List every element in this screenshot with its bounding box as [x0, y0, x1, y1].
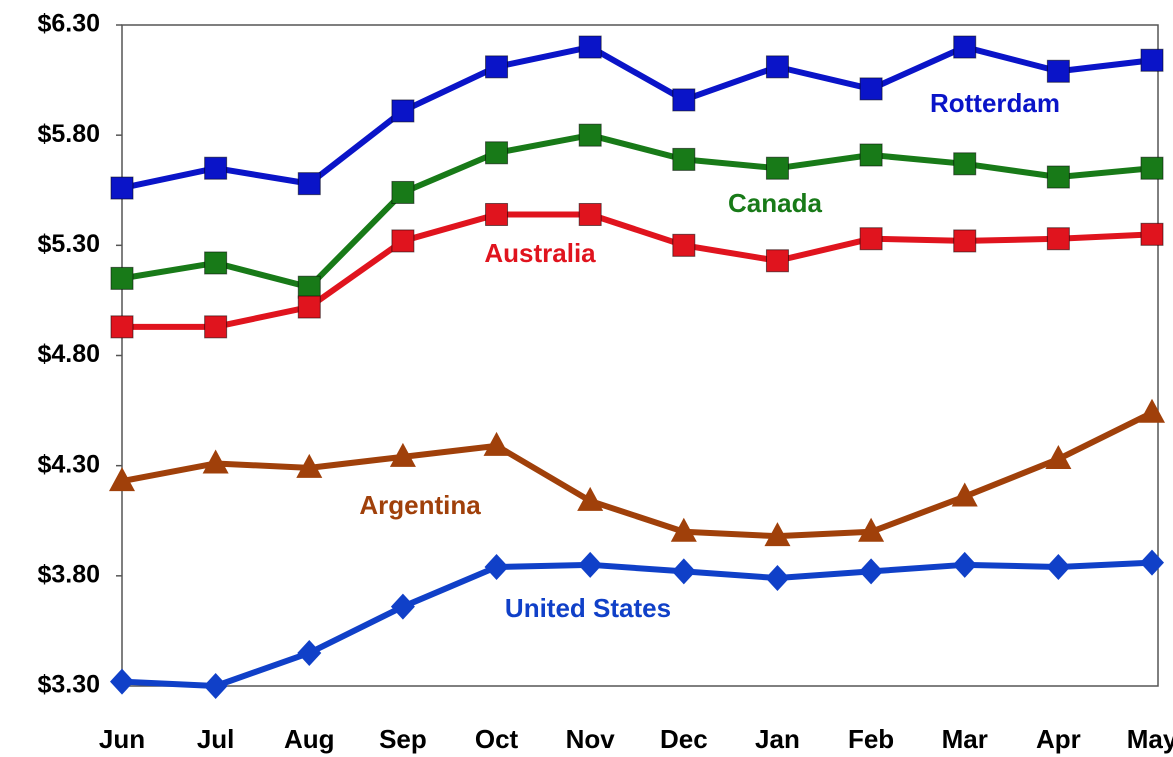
marker: [109, 467, 135, 492]
y-tick-label: $4.30: [37, 450, 100, 478]
marker: [204, 251, 228, 275]
plot-frame: [121, 24, 1159, 687]
marker: [391, 180, 415, 204]
marker: [672, 233, 696, 257]
marker: [1140, 222, 1164, 246]
marker: [859, 227, 883, 251]
series-line: [121, 559, 1153, 689]
x-tick-label: Dec: [660, 724, 708, 754]
marker: [1140, 549, 1164, 576]
marker: [953, 152, 977, 176]
marker: [1046, 227, 1070, 251]
marker: [297, 295, 321, 319]
series-line: [121, 132, 1153, 291]
marker: [202, 449, 229, 474]
marker: [765, 55, 789, 79]
y-tick-label: $4.80: [37, 340, 100, 368]
x-tick-label: Mar: [942, 724, 988, 754]
marker: [1046, 59, 1070, 83]
x-tick-label: Nov: [566, 724, 616, 754]
x-tick-label: Aug: [284, 724, 335, 754]
x-tick-label: Feb: [848, 724, 894, 754]
marker: [110, 668, 134, 695]
marker: [765, 249, 789, 273]
marker: [578, 551, 603, 578]
marker: [858, 517, 885, 542]
marker: [765, 156, 789, 180]
marker: [484, 554, 509, 581]
series-line: [122, 211, 1153, 330]
y-tick-label: $5.30: [37, 230, 100, 258]
y-tick-label: $6.30: [37, 10, 100, 38]
marker: [859, 77, 883, 101]
marker: [1140, 156, 1164, 180]
marker: [110, 266, 134, 290]
marker: [485, 55, 509, 79]
marker: [390, 593, 415, 620]
series-label: Rotterdam: [930, 88, 1060, 118]
marker: [953, 229, 977, 253]
marker: [578, 202, 602, 226]
x-tick-label: Sep: [379, 724, 427, 754]
marker: [389, 442, 416, 467]
marker: [483, 431, 510, 456]
marker: [1045, 445, 1072, 470]
marker: [297, 639, 322, 666]
marker: [391, 229, 415, 253]
marker: [578, 35, 602, 59]
marker: [296, 453, 323, 478]
marker: [1046, 165, 1070, 189]
marker: [859, 558, 884, 585]
marker: [110, 176, 134, 200]
marker: [952, 551, 977, 578]
y-tick-label: $3.80: [37, 560, 100, 588]
marker: [110, 315, 134, 339]
marker: [203, 673, 228, 699]
series-label: Canada: [728, 188, 822, 218]
marker: [1139, 398, 1165, 423]
marker: [1046, 554, 1071, 581]
marker: [672, 147, 696, 171]
marker: [297, 275, 321, 299]
series-label: Australia: [484, 238, 596, 268]
series-label: United States: [505, 593, 671, 623]
y-tick-label: $5.80: [37, 120, 100, 148]
y-tick-label: $3.30: [37, 671, 100, 699]
marker: [577, 486, 604, 511]
marker: [671, 558, 696, 585]
marker: [953, 35, 977, 59]
marker: [672, 88, 696, 112]
marker: [485, 141, 509, 165]
x-tick-label: Jun: [99, 724, 145, 754]
series-label: Argentina: [359, 490, 481, 520]
series-line: [121, 410, 1154, 540]
series-line: [121, 44, 1153, 191]
x-tick-label: Oct: [475, 724, 519, 754]
marker: [204, 156, 228, 180]
marker: [859, 143, 883, 167]
marker: [1140, 48, 1164, 72]
x-tick-label: Jan: [755, 724, 800, 754]
marker: [951, 482, 978, 507]
marker: [670, 517, 697, 542]
marker: [578, 123, 602, 147]
marker: [764, 522, 791, 547]
x-tick-label: May: [1127, 724, 1173, 754]
marker: [391, 99, 415, 123]
marker: [765, 565, 790, 592]
marker: [297, 172, 321, 196]
x-tick-label: Apr: [1036, 724, 1081, 754]
marker: [204, 315, 228, 339]
x-tick-label: Jul: [197, 724, 235, 754]
marker: [485, 202, 509, 226]
